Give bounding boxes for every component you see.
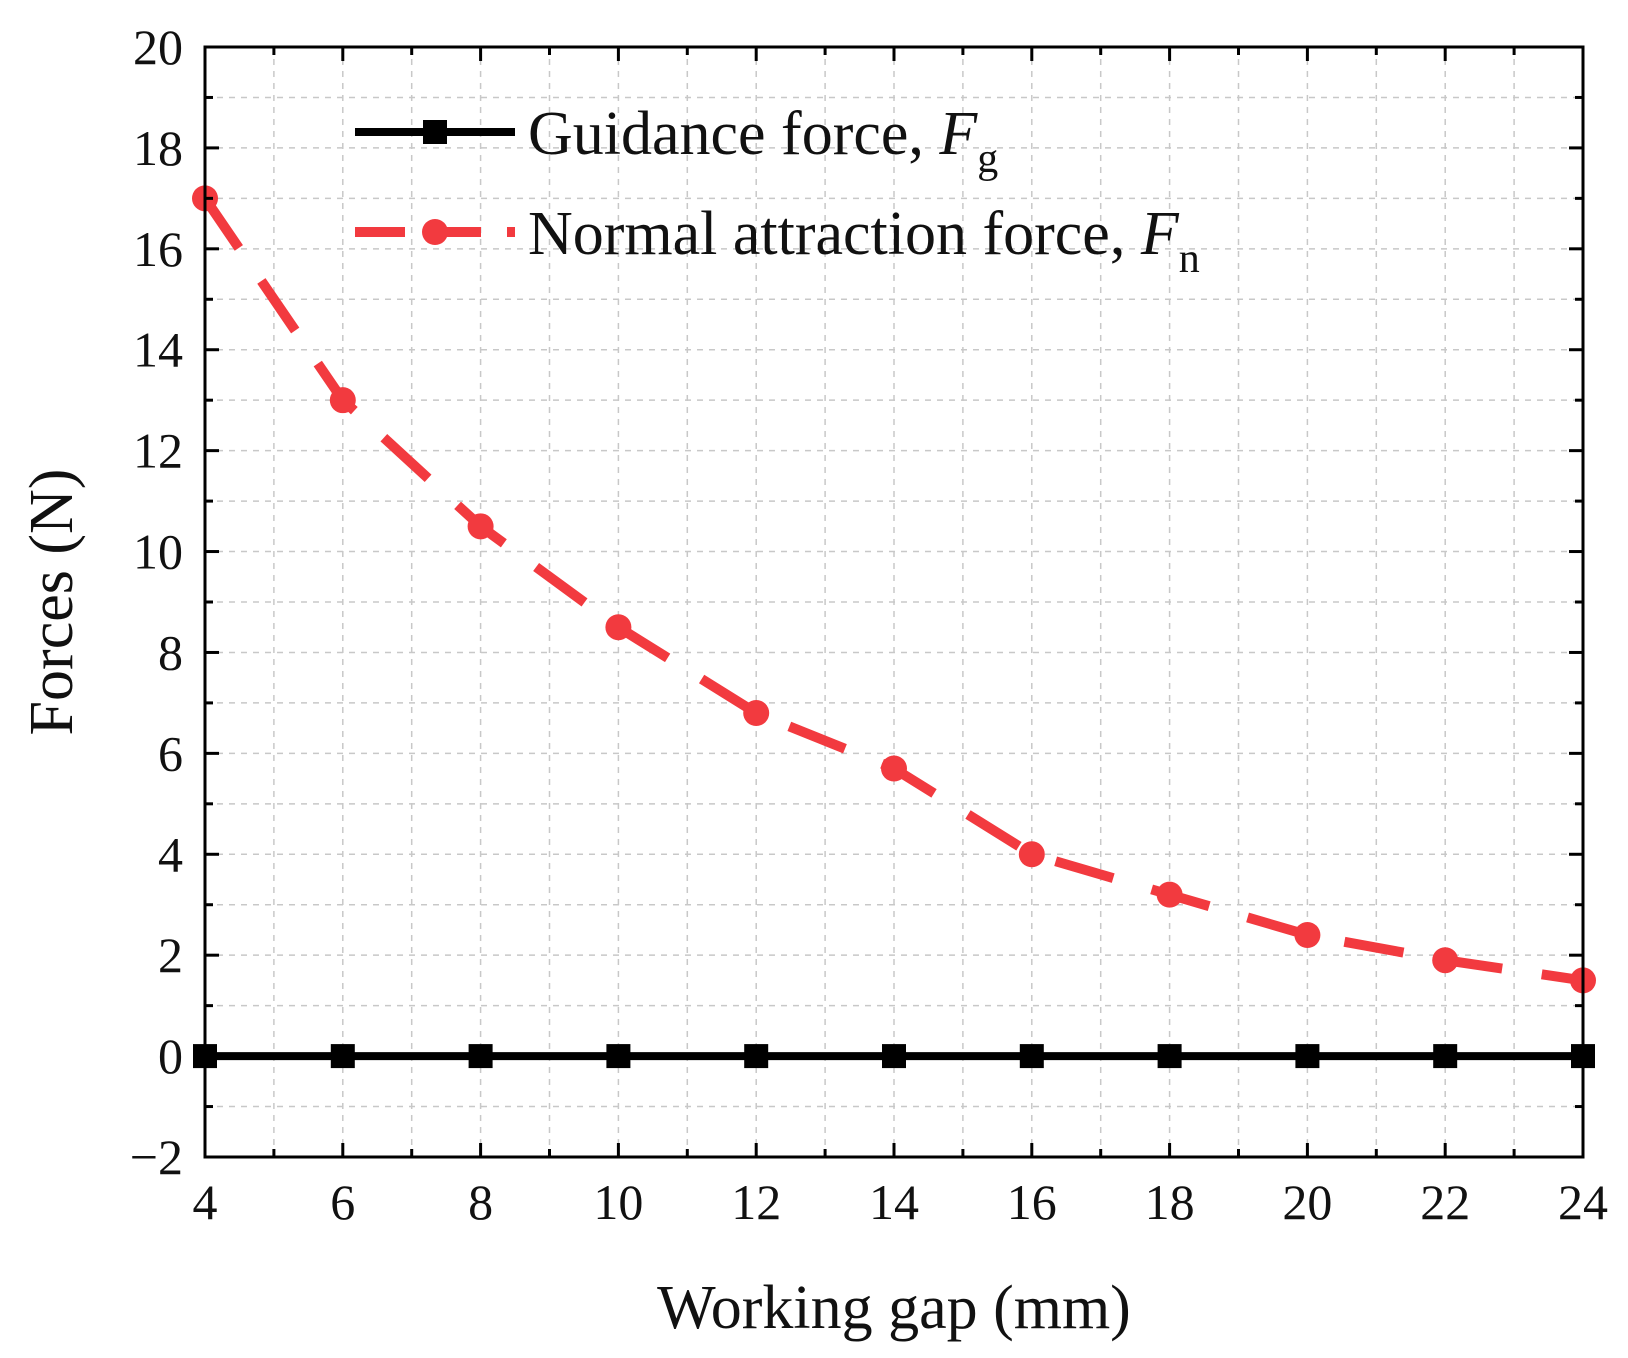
legend-label-text-normal: Normal attraction force,: [528, 200, 1141, 268]
y-tick-label: 16: [133, 221, 183, 277]
legend-subscript-guidance: g: [977, 136, 998, 182]
data-point-normal: [605, 614, 632, 641]
legend-item-normal: Normal attraction force, Fn: [355, 200, 1200, 282]
data-point-guidance: [1157, 1044, 1182, 1069]
x-tick-label: 4: [193, 1174, 218, 1230]
legend-symbol-normal: F: [1140, 200, 1180, 268]
data-point-normal: [881, 755, 907, 782]
data-point-normal: [1018, 841, 1045, 868]
data-point-guidance: [606, 1044, 631, 1069]
y-tick-label: 18: [133, 120, 183, 176]
x-tick-label: 20: [1282, 1174, 1332, 1230]
x-tick-label: 6: [330, 1174, 355, 1230]
legend-marker-normal: [422, 219, 448, 245]
data-point-guidance: [744, 1044, 769, 1069]
x-tick-label: 18: [1145, 1174, 1195, 1230]
y-tick-label: 0: [158, 1028, 183, 1084]
x-tick-label: 12: [731, 1174, 781, 1230]
data-point-normal: [743, 700, 770, 726]
x-tick-label: 24: [1558, 1174, 1608, 1230]
legend: Guidance force, Fg Normal attraction for…: [355, 100, 1200, 282]
legend-subscript-normal: n: [1179, 236, 1200, 282]
x-tick-label: 14: [869, 1174, 919, 1230]
data-point-guidance: [1433, 1044, 1458, 1069]
y-tick-label: 4: [158, 826, 183, 882]
y-tick-label: 8: [158, 624, 183, 680]
data-point-normal: [1432, 947, 1459, 974]
y-tick-label: 14: [133, 322, 183, 378]
y-tick-label: 10: [133, 524, 183, 580]
x-tick-label: 8: [468, 1174, 493, 1230]
x-tick-label: 16: [1007, 1174, 1057, 1230]
y-tick-label: 6: [158, 725, 183, 781]
y-tick-label: 12: [133, 423, 183, 479]
data-point-normal: [467, 513, 494, 540]
y-tick-label: 2: [158, 927, 183, 983]
x-axis-title: Working gap (mm): [657, 1274, 1131, 1342]
legend-symbol-guidance: F: [938, 100, 978, 168]
grid: [205, 47, 1583, 1157]
ticks: [203, 45, 1585, 1159]
x-tick-label: 22: [1420, 1174, 1470, 1230]
data-point-guidance: [1019, 1044, 1044, 1069]
y-tick-label: −2: [130, 1129, 183, 1185]
legend-label-guidance: Guidance force, Fg: [528, 100, 998, 182]
series-layer: [192, 185, 1596, 1069]
y-axis-title: Forces (N): [18, 469, 86, 736]
data-point-normal: [329, 387, 356, 414]
y-tick-label: 20: [133, 19, 183, 75]
data-point-guidance: [1295, 1044, 1320, 1069]
legend-label-text-guidance: Guidance force,: [528, 100, 939, 168]
legend-label-normal: Normal attraction force, Fn: [528, 200, 1200, 282]
legend-item-guidance: Guidance force, Fg: [355, 100, 998, 182]
legend-marker-guidance: [423, 120, 447, 144]
data-point-normal: [1156, 881, 1183, 908]
x-tick-label: 10: [593, 1174, 643, 1230]
data-point-normal: [1294, 922, 1321, 948]
data-point-guidance: [330, 1044, 355, 1069]
data-point-guidance: [468, 1044, 493, 1069]
data-point-guidance: [882, 1044, 906, 1069]
